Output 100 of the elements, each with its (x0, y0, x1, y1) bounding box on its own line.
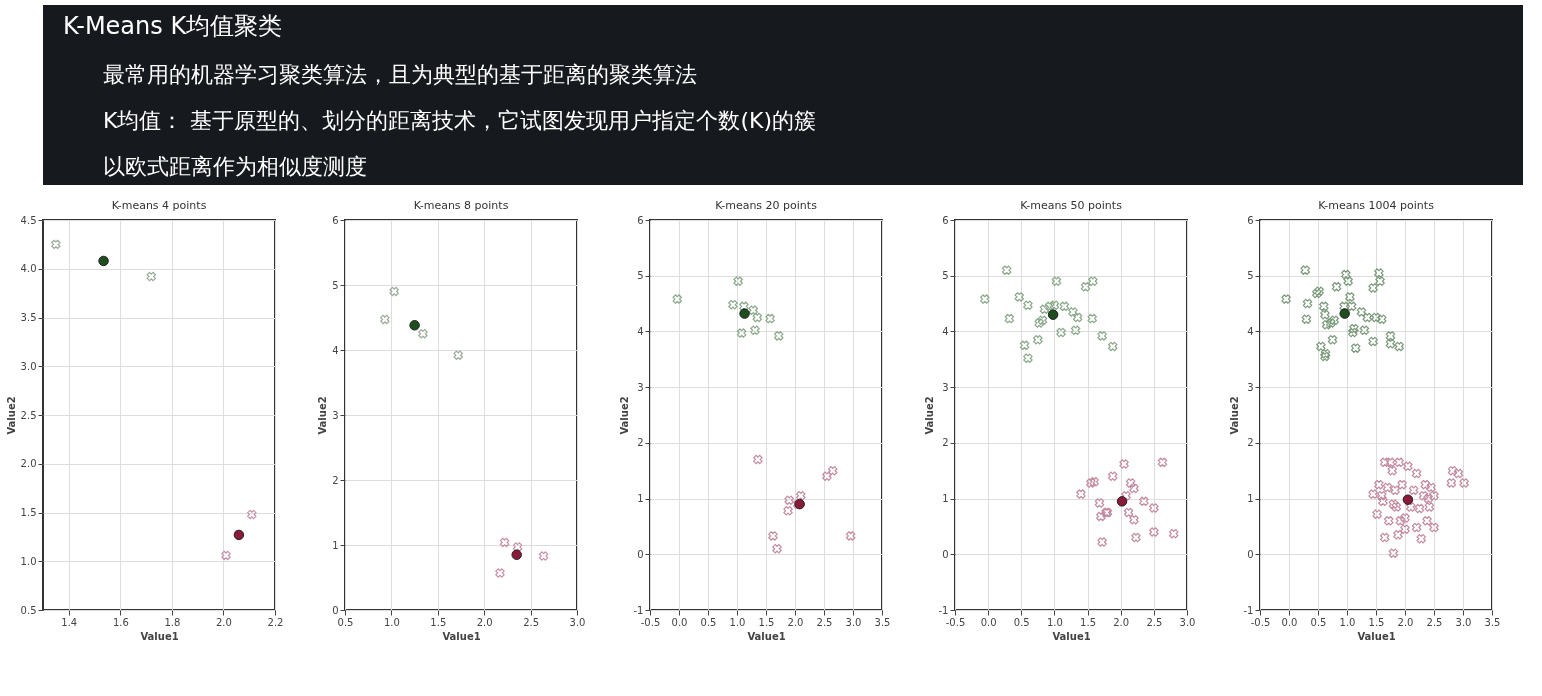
point (1375, 276, 1385, 287)
x-tick-label: 2.0 (1113, 616, 1130, 628)
point (1349, 323, 1359, 334)
x-tick-label: -0.5 (640, 616, 661, 628)
point (736, 328, 747, 338)
point (1423, 493, 1433, 504)
y-tick-label: 0 (332, 604, 339, 616)
point (1068, 307, 1078, 317)
point (1070, 325, 1081, 336)
x-axis-title: Value1 (1052, 630, 1091, 642)
point (1446, 478, 1457, 488)
point (1418, 491, 1429, 501)
y-tick-label: 2.5 (20, 409, 37, 421)
point (1049, 300, 1060, 310)
point (1072, 312, 1083, 323)
x-tick-label: 1.0 (1046, 616, 1063, 628)
point (51, 239, 61, 250)
x-tick-label: 2.0 (787, 616, 804, 628)
x-tick-label: 3.5 (874, 616, 891, 628)
x-tick-label: 2.5 (816, 616, 833, 628)
point (1076, 489, 1086, 499)
chart-title: K-means 50 points (1020, 199, 1123, 212)
point (1387, 465, 1397, 476)
point (1429, 491, 1439, 501)
x-tick-label: 0.5 (1310, 616, 1327, 628)
point (1346, 301, 1357, 312)
y-tick-label: 1 (942, 493, 949, 505)
x-tick-label: 1.5 (1080, 616, 1097, 628)
point (512, 542, 523, 552)
point (1023, 353, 1033, 363)
text: 以欧式距离作为相似度测度 (103, 154, 367, 179)
point (1388, 548, 1399, 558)
point (1403, 461, 1413, 471)
point (733, 276, 743, 287)
point (1096, 511, 1106, 522)
point (1123, 507, 1134, 518)
point (1402, 494, 1414, 505)
point (1300, 265, 1310, 275)
point (1408, 485, 1419, 495)
point (1385, 457, 1396, 468)
point (499, 537, 510, 548)
point (1088, 276, 1098, 287)
y-tick-label: -1 (633, 604, 644, 616)
y-tick-label: 0 (637, 548, 644, 560)
y-tick-label: 0.5 (20, 604, 37, 616)
y-tick-label: 3 (942, 381, 949, 393)
point (511, 549, 522, 560)
point (1281, 294, 1291, 304)
point (1034, 318, 1044, 328)
point (827, 465, 838, 476)
y-tick-label: 2 (1247, 437, 1254, 449)
y-tick-label: 4.5 (20, 214, 37, 226)
point (1394, 341, 1404, 352)
point (1377, 491, 1387, 501)
point (1056, 327, 1066, 338)
y-tick-label: 2.0 (20, 458, 37, 470)
x-tick-label: 1.0 (383, 616, 400, 628)
x-tick-label: 1.0 (1339, 616, 1356, 628)
x-tick-label: 1.6 (112, 616, 129, 628)
point (1368, 336, 1378, 347)
y-tick-label: 2 (332, 474, 339, 486)
point (1301, 314, 1312, 324)
point (1157, 457, 1168, 468)
point (772, 543, 782, 554)
point (98, 255, 109, 267)
x-tick-label: 2.5 (1146, 616, 1163, 628)
point (845, 531, 856, 541)
y-tick-label: 2 (942, 437, 949, 449)
y-tick-label: 1.5 (20, 507, 37, 518)
point (1368, 283, 1378, 293)
point (822, 471, 832, 482)
y-tick-label: 1 (1247, 493, 1254, 505)
x-axis-title: Value1 (442, 630, 481, 642)
text: 最常用的机器学习聚类算法，且为典型的基于距离的聚类算法 (103, 62, 697, 87)
point (1051, 276, 1062, 287)
text: K均值： 基于原型的、划分的距离技术，它试图发现用户指定个数(K)的簇 (103, 108, 817, 133)
y-axis-title: Value2 (618, 396, 630, 435)
point (783, 506, 793, 516)
x-tick-label: 1.0 (729, 616, 746, 628)
point (1348, 327, 1358, 338)
y-tick-label: 3 (1247, 381, 1254, 393)
point (1331, 282, 1342, 292)
point (1039, 304, 1050, 314)
point (1001, 265, 1012, 275)
point (1447, 465, 1458, 476)
point (1414, 503, 1425, 514)
point (409, 320, 420, 331)
point (1119, 459, 1129, 469)
y-axis-title: Value2 (1228, 396, 1240, 435)
point (1125, 478, 1136, 488)
point (1385, 338, 1396, 349)
point (1023, 300, 1033, 310)
y-tick-label: 6 (942, 214, 949, 226)
point (1094, 498, 1105, 508)
point (1397, 479, 1407, 490)
point (247, 509, 257, 520)
x-tick-label: 2.0 (215, 616, 232, 628)
point (1149, 503, 1159, 513)
point (1108, 471, 1118, 482)
point (1390, 485, 1400, 495)
